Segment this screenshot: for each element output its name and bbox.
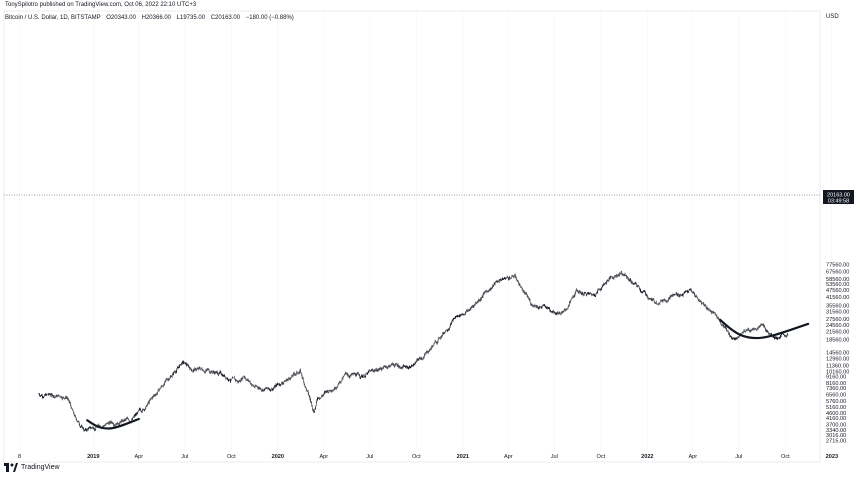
y-tick-label: 10160.00: [826, 369, 849, 375]
x-tick-label: 2022: [641, 454, 653, 460]
ohlc-close: C20163.00: [210, 15, 241, 21]
x-tick-label: Apr: [504, 454, 513, 460]
tradingview-brand: TradingView: [21, 464, 60, 471]
ohlc-low: L19735.00: [176, 15, 206, 21]
symbol-name[interactable]: Bitcoin / U.S. Dollar, 1D, BITSTAMP: [5, 15, 101, 21]
tradingview-logo-icon: [4, 463, 18, 472]
x-tick-label: 2023: [826, 454, 838, 460]
y-tick-label: 27560.00: [826, 317, 849, 323]
y-tick-label: 18560.00: [826, 338, 849, 344]
y-tick-label: 35560.00: [826, 303, 849, 309]
tradingview-footer[interactable]: TradingView: [4, 463, 60, 472]
y-tick-label: 53560.00: [826, 282, 849, 288]
y-tick-label: 3016.00: [826, 433, 846, 439]
rounded-bottom-curve: [86, 417, 140, 430]
y-tick-label: 58560.00: [826, 277, 849, 283]
x-tick-label: Oct: [596, 454, 605, 460]
publisher-line: TonySpilotro published on TradingView.co…: [5, 2, 197, 8]
y-tick-label: 41560.00: [826, 295, 849, 301]
x-tick-label: Apr: [134, 454, 143, 460]
x-tick-label: Oct: [227, 454, 236, 460]
x-tick-label: 2020: [272, 454, 284, 460]
x-tick-label: 2021: [457, 454, 469, 460]
y-tick-label: 5760.00: [826, 399, 846, 405]
y-tick-label: 21560.00: [826, 330, 849, 336]
drawn-annotations: [86, 318, 810, 430]
x-tick-label: Apr: [688, 454, 697, 460]
y-tick-label: 3700.00: [826, 422, 846, 428]
plot-area: [3, 10, 821, 463]
rounded-bottom-curve: [719, 318, 810, 340]
y-tick-label: 47560.00: [826, 288, 849, 294]
ohlc-high: H20366.00: [141, 15, 171, 21]
symbol-legend[interactable]: Bitcoin / U.S. Dollar, 1D, BITSTAMP O203…: [5, 15, 298, 21]
chart-grid: [19, 11, 833, 451]
x-tick-label: Jul: [366, 454, 373, 460]
y-tick-label: 7360.00: [826, 386, 846, 392]
x-tick-label: Apr: [319, 454, 328, 460]
y-tick-label: 11360.00: [826, 363, 849, 369]
x-tick-label: Jul: [181, 454, 188, 460]
x-tick-label: 2019: [87, 454, 99, 460]
x-tick-label: Jul: [735, 454, 742, 460]
y-tick-label: 31560.00: [826, 310, 849, 316]
y-tick-label: 77560.00: [826, 262, 849, 268]
ohlc-open: O20343.00: [106, 15, 136, 21]
y-tick-label: 24560.00: [826, 323, 849, 329]
y-tick-label: 12960.00: [826, 356, 849, 362]
time-axis[interactable]: 8 2019 Apr Jul Oct 2020 Apr Jul Oct 2021 Apr Jul Oct…: [18, 454, 838, 460]
y-tick-label: 8160.00: [826, 381, 846, 387]
y-tick-label: 14560.00: [826, 350, 849, 356]
x-tick-label: Oct: [781, 454, 790, 460]
y-tick-label: 3340.00: [826, 428, 846, 434]
y-tick-label: 4160.00: [826, 416, 846, 422]
current-price-badge: 20163.00 03:49:58: [823, 190, 854, 205]
y-tick-label: 6560.00: [826, 392, 846, 398]
price-axis[interactable]: 77560.00 67560.0058560.0053560.0047560.00…: [826, 262, 849, 444]
x-tick-label: 8: [18, 454, 21, 460]
x-tick-label: Jul: [551, 454, 558, 460]
countdown-label: 03:49:58: [828, 199, 849, 205]
y-tick-label: 67560.00: [826, 270, 849, 276]
y-tick-label: 9160.00: [826, 375, 846, 381]
ohlc-change: −180.00 (−0.88%): [245, 15, 294, 21]
y-axis-currency-label: USD: [826, 14, 839, 20]
y-tick-label: 5160.00: [826, 405, 846, 411]
x-tick-label: Oct: [412, 454, 421, 460]
price-series: [38, 270, 789, 432]
current-price-label: 20163.00: [827, 193, 850, 199]
y-tick-label: 4600.00: [826, 411, 846, 417]
y-tick-label: 2715.00: [826, 439, 846, 445]
